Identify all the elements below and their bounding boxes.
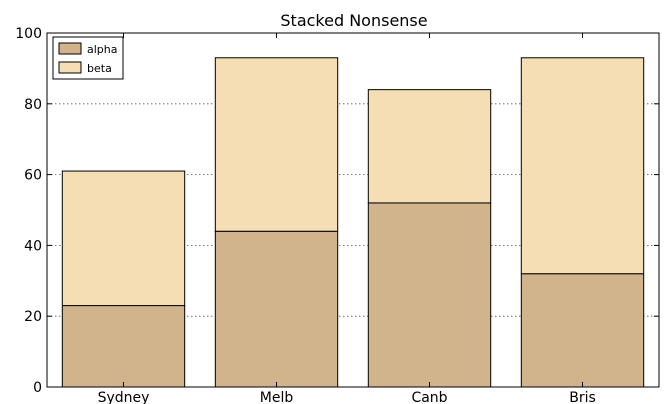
bar-alpha-canb [367, 202, 492, 388]
legend-swatch-beta [58, 61, 82, 74]
plot-frame [46, 32, 660, 388]
y-tick-label: 40 [24, 238, 42, 254]
x-tick-label: Bris [569, 390, 596, 404]
x-tick-label: Sydney [98, 390, 150, 404]
bar-alpha-melb [214, 230, 339, 388]
bars [61, 57, 645, 388]
bar-alpha-bris [520, 273, 645, 388]
bar-beta-canb [367, 89, 492, 204]
legend-label-beta: beta [87, 62, 112, 75]
legend: alpha beta [52, 36, 124, 80]
x-tick-label: Canb [411, 390, 447, 404]
y-tick-label: 100 [15, 26, 42, 42]
bar-beta-melb [214, 57, 339, 232]
bar-alpha-sydney [61, 305, 186, 388]
legend-swatch-alpha [58, 42, 82, 55]
chart-title: Stacked Nonsense [280, 11, 427, 30]
bar-beta-bris [520, 57, 645, 275]
bar-beta-sydney [61, 170, 186, 307]
x-axis: Sydney Melb Canb Bris [98, 33, 596, 404]
y-tick-label: 0 [33, 380, 42, 396]
y-axis: 0 20 40 60 80 100 [15, 26, 659, 396]
y-tick-label: 20 [24, 309, 42, 325]
y-tick-label: 80 [24, 97, 42, 113]
y-tick-label: 60 [24, 168, 42, 184]
legend-label-alpha: alpha [87, 43, 118, 56]
x-tick-label: Melb [260, 390, 294, 404]
